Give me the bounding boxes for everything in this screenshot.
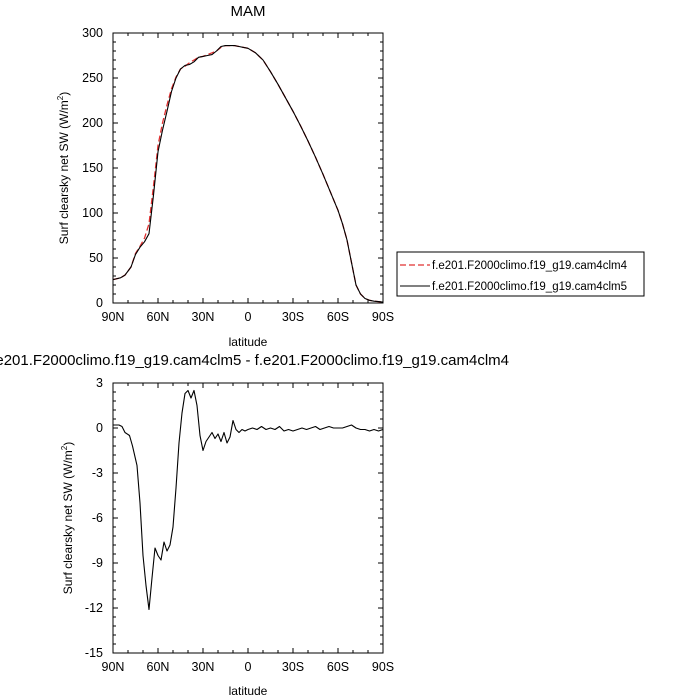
bottom-x-tick-label: 30N xyxy=(192,660,215,674)
top-x-tick-label: 90S xyxy=(372,310,394,324)
top-y-tick-label: 250 xyxy=(82,71,103,85)
top-x-tick-label: 30N xyxy=(192,310,215,324)
top-series-line-1 xyxy=(112,45,384,303)
top-y-tick-label: 300 xyxy=(82,26,103,40)
bottom-x-axis-label: latitude xyxy=(229,684,268,698)
bottom-x-tick-label: 90N xyxy=(102,660,125,674)
bottom-panel-title: f.e201.F2000climo.f19_g19.cam4clm5 - f.e… xyxy=(0,352,509,369)
top-x-tick-label: 60N xyxy=(147,310,170,324)
bottom-plot-frame xyxy=(112,382,384,654)
top-x-tick-label: 60S xyxy=(327,310,349,324)
bottom-x-tick-label: 0 xyxy=(245,660,252,674)
top-series-line-0 xyxy=(112,44,384,303)
top-plot-frame xyxy=(112,32,384,304)
top-y-tick-label: 150 xyxy=(82,161,103,175)
bottom-y-tick-label: -6 xyxy=(92,511,103,525)
bottom-y-tick-label: 3 xyxy=(96,376,103,390)
bottom-y-tick-label: 0 xyxy=(96,421,103,435)
top-y-tick-label: 50 xyxy=(89,251,103,265)
bottom-x-tick-label: 90S xyxy=(372,660,394,674)
top-y-tick-label: 200 xyxy=(82,116,103,130)
bottom-x-tick-label: 60N xyxy=(147,660,170,674)
top-y-tick-label: 0 xyxy=(96,296,103,310)
bottom-panel: f.e201.F2000climo.f19_g19.cam4clm5 - f.e… xyxy=(0,352,509,698)
top-x-tick-label: 90N xyxy=(102,310,125,324)
top-x-tick-label: 0 xyxy=(245,310,252,324)
legend-label-clm4: f.e201.F2000climo.f19_g19.cam4clm4 xyxy=(432,260,628,272)
legend-box xyxy=(396,251,645,297)
bottom-y-axis-label: Surf clearsky net SW (W/m2) xyxy=(60,442,75,594)
bottom-series-line-0 xyxy=(113,389,384,611)
top-x-tick-label: 30S xyxy=(282,310,304,324)
top-y-tick-label: 100 xyxy=(82,206,103,220)
bottom-y-tick-label: -12 xyxy=(85,601,103,615)
bottom-y-tick-label: -9 xyxy=(92,556,103,570)
bottom-y-tick-label: -3 xyxy=(92,466,103,480)
top-y-axis-label: Surf clearsky net SW (W/m2) xyxy=(56,92,71,244)
bottom-x-tick-label: 60S xyxy=(327,660,349,674)
top-panel: MAM 90N 60N 30N 0 30S 60S 90S 0 50 100 150 200 250 30… xyxy=(56,3,394,349)
legend-item-clm5: f.e201.F2000climo.f19_g19.cam4clm5 xyxy=(400,281,627,293)
legend-label-clm5: f.e201.F2000climo.f19_g19.cam4clm5 xyxy=(432,281,627,293)
legend-item-clm4: f.e201.F2000climo.f19_g19.cam4clm4 xyxy=(400,260,628,272)
top-panel-title: MAM xyxy=(231,3,266,20)
bottom-y-tick-label: -15 xyxy=(85,646,103,660)
bottom-x-tick-label: 30S xyxy=(282,660,304,674)
legend: f.e201.F2000climo.f19_g19.cam4clm4 f.e20… xyxy=(396,251,645,297)
top-x-axis-label: latitude xyxy=(229,335,268,349)
